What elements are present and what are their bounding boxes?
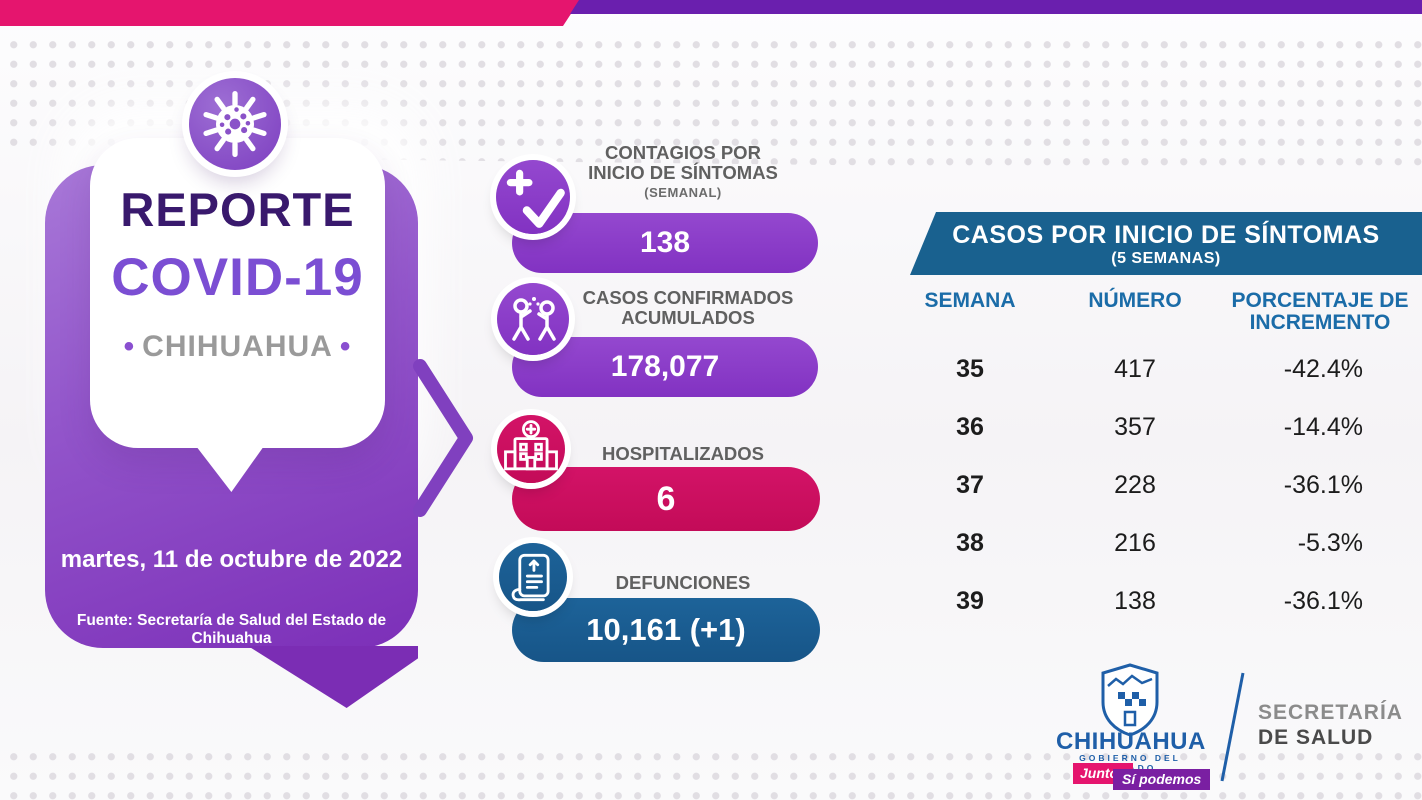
table-subtitle: (5 SEMANAS) (1111, 250, 1221, 267)
chihuahua-crest-icon (1101, 663, 1159, 737)
cell-pct: -5.3% (1297, 529, 1363, 557)
de-salud-label: DE SALUD (1258, 726, 1374, 749)
col-header-numero: NÚMERO (1088, 289, 1182, 312)
col-header-semana: SEMANA (924, 289, 1016, 312)
top-purple-stripe (570, 0, 1422, 14)
si-podemos-badge: Sí podemos (1113, 769, 1211, 790)
top-pink-stripe (0, 0, 580, 26)
stat-value-pill: 138 (512, 213, 818, 273)
report-date: martes, 11 de octubre de 2022 (60, 546, 403, 573)
region-name: CHIHUAHUA (142, 330, 333, 363)
chevron-right-icon (413, 359, 473, 517)
cell-pct: -42.4% (1283, 355, 1363, 383)
cell-week: 35 (956, 355, 984, 383)
cell-pct: -36.1% (1283, 471, 1363, 499)
stat-label: DEFUNCIONES (615, 572, 751, 593)
secretaria-de-salud-label: SECRETARÍA DE SALUD (1258, 700, 1418, 750)
hospital-icon (497, 415, 565, 483)
cell-week: 37 (956, 471, 984, 499)
stat-label: HOSPITALIZADOS (601, 443, 765, 464)
secretaria-label: SECRETARÍA (1258, 701, 1403, 724)
col-header-porcentaje: PORCENTAJE DE INCREMENTO (1231, 289, 1409, 334)
cell-pct: -14.4% (1283, 413, 1363, 441)
stat-value-pill: 178,077 (512, 337, 818, 397)
plus-check-icon (496, 160, 570, 234)
bullet-right-icon: • (339, 330, 352, 363)
cell-week: 38 (956, 529, 984, 557)
stat-label: CONTAGIOS POR INICIO DE SÍNTOMAS (SEMANA… (588, 142, 778, 201)
stat-value-pill: 10,161 (+1) (512, 598, 820, 662)
cell-number: 417 (1114, 355, 1156, 383)
cell-pct: -36.1% (1283, 587, 1363, 615)
table-header-banner: CASOS POR INICIO DE SÍNTOMAS (5 SEMANAS) (910, 212, 1422, 275)
bullet-left-icon: • (123, 330, 136, 363)
cell-number: 228 (1114, 471, 1156, 499)
table-title: CASOS POR INICIO DE SÍNTOMAS (952, 221, 1380, 249)
virus-icon (189, 78, 281, 170)
scroll-icon (499, 543, 567, 611)
cell-week: 39 (956, 587, 984, 615)
report-source: Fuente: Secretaría de Salud del Estado d… (76, 612, 387, 647)
cell-number: 138 (1114, 587, 1156, 615)
report-title: REPORTE (120, 183, 355, 236)
purple-speech-bubble-tail (248, 646, 418, 708)
cell-number: 216 (1114, 529, 1156, 557)
stat-value-pill: 6 (512, 467, 820, 531)
cell-week: 36 (956, 413, 984, 441)
white-speech-bubble (90, 138, 385, 448)
region-title: • CHIHUAHUA • (90, 330, 385, 364)
stat-label: CASOS CONFIRMADOS ACUMULADOS (582, 287, 794, 328)
chihuahua-wordmark: CHIHUAHUA (1056, 728, 1206, 755)
cell-number: 357 (1114, 413, 1156, 441)
people-contagion-icon (497, 283, 569, 355)
covid-title: COVID-19 (111, 248, 364, 307)
